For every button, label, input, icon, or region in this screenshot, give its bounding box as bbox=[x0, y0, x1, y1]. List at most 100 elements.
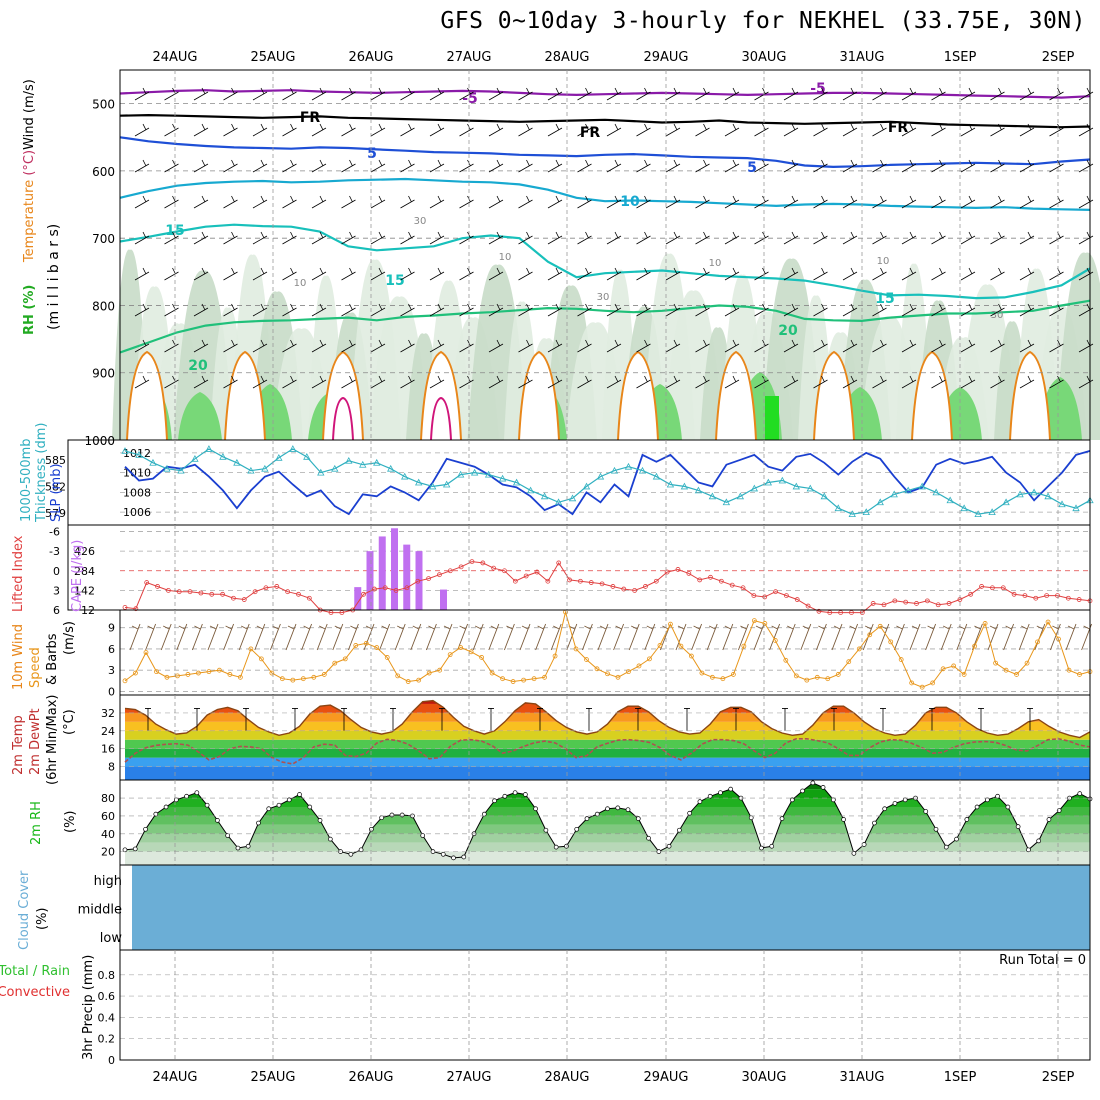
wind-barb-10m bbox=[535, 623, 547, 651]
wind-barb bbox=[695, 123, 710, 137]
wind-barb bbox=[931, 339, 946, 353]
wind-speed-marker bbox=[258, 656, 264, 662]
wind-barb bbox=[724, 375, 740, 389]
rh-marker bbox=[184, 793, 189, 799]
wind-barb bbox=[459, 123, 474, 137]
wind-speed-marker bbox=[479, 655, 485, 660]
wind-speed-marker bbox=[217, 667, 222, 673]
temp-minmax-bar bbox=[537, 708, 543, 731]
wind-speed-marker bbox=[772, 638, 778, 643]
cape-ylabel: Lifted Index CAPE (J/kg) bbox=[11, 535, 85, 612]
thickness-marker bbox=[904, 486, 912, 494]
wind-barb bbox=[311, 231, 327, 245]
cape-bar bbox=[403, 544, 411, 610]
wind-speed-marker bbox=[888, 639, 894, 645]
li-marker bbox=[946, 601, 952, 606]
wind-barb bbox=[223, 339, 238, 353]
date-label-top: 28AUG bbox=[544, 50, 589, 65]
date-label-top: 2SEP bbox=[1042, 50, 1075, 65]
rh-marker bbox=[451, 855, 456, 861]
wind-barb bbox=[252, 123, 268, 137]
rh-marker bbox=[461, 854, 467, 860]
temp-minmax-bar bbox=[880, 708, 886, 731]
wind-barb bbox=[577, 159, 592, 173]
li-marker bbox=[697, 577, 703, 583]
wind-speed-marker bbox=[500, 676, 506, 682]
wind-barb bbox=[813, 87, 828, 101]
li-marker bbox=[469, 559, 475, 565]
wind-barb bbox=[282, 195, 297, 209]
wind-barb-10m bbox=[878, 623, 890, 651]
wind-speed-marker bbox=[751, 618, 757, 624]
rh-very-high-area bbox=[765, 396, 779, 440]
wind-barb-10m bbox=[550, 623, 562, 651]
wind-barb bbox=[872, 339, 887, 353]
wind-barb bbox=[400, 231, 415, 245]
thickness-marker bbox=[331, 464, 339, 472]
wind-speed-marker bbox=[248, 646, 254, 652]
wind-barb bbox=[223, 375, 238, 389]
wind-speed-marker bbox=[877, 623, 883, 629]
rh-marker bbox=[553, 844, 559, 850]
wind-speed-marker bbox=[300, 676, 306, 682]
rh-marker bbox=[235, 845, 241, 851]
wind-barb bbox=[931, 303, 946, 317]
rh-contour-label: 30 bbox=[597, 292, 610, 303]
wind-barb bbox=[901, 195, 917, 209]
wind-barb bbox=[193, 231, 209, 245]
contour-label: -5 bbox=[810, 81, 826, 97]
wind-barb-10m bbox=[269, 623, 281, 651]
wind-barb bbox=[429, 231, 445, 245]
date-label-top: 25AUG bbox=[250, 50, 295, 65]
wind-barb bbox=[842, 123, 858, 137]
wind-barb bbox=[547, 303, 563, 317]
li-marker bbox=[393, 587, 399, 593]
rh-marker bbox=[481, 811, 487, 817]
temp-band bbox=[125, 730, 1090, 740]
ylabel-10m-wind: 10m Wind bbox=[11, 624, 26, 690]
wind-barb bbox=[665, 87, 681, 101]
thickness-tick: 582 bbox=[45, 480, 66, 493]
wind-speed-marker bbox=[783, 657, 789, 663]
thickness-marker bbox=[694, 486, 703, 494]
wind-barb bbox=[518, 123, 533, 137]
contour-label: 20 bbox=[778, 323, 798, 339]
thickness-marker bbox=[834, 504, 842, 512]
wind-barb bbox=[488, 339, 504, 353]
thickness-marker bbox=[303, 452, 311, 460]
lifted-index-line bbox=[124, 561, 1091, 614]
wind-barb bbox=[1078, 195, 1094, 209]
wind-barb bbox=[813, 123, 828, 137]
thickness-marker bbox=[456, 470, 465, 478]
wind-barb bbox=[842, 195, 858, 209]
thickness-marker bbox=[736, 492, 745, 500]
li-marker bbox=[892, 598, 898, 604]
wind-barb-10m bbox=[1065, 623, 1077, 651]
temp-25-contour bbox=[518, 350, 560, 441]
rh-marker bbox=[748, 815, 754, 821]
li-marker bbox=[404, 585, 410, 591]
wind-speed-marker bbox=[605, 671, 610, 677]
ylabel-3hr-precip: 3hr Precip (mm) bbox=[81, 955, 96, 1060]
temp-30-contour bbox=[430, 396, 452, 441]
wind-speed-marker bbox=[940, 666, 946, 672]
wind-barb bbox=[547, 267, 563, 281]
thickness-marker bbox=[610, 466, 619, 474]
rh-marker bbox=[533, 806, 538, 812]
thickness-marker bbox=[946, 496, 954, 504]
slp-ylabel: 1000-500mb Thickness (dm) SLP (mb) bbox=[19, 423, 64, 523]
cape-tick: 426 bbox=[74, 545, 95, 558]
wind-barb-10m bbox=[737, 623, 749, 651]
wind-speed-marker bbox=[835, 672, 841, 677]
wind-barb bbox=[1019, 339, 1035, 353]
upper-legend: RH (%) Temperature (°C)Wind (m/s) bbox=[22, 79, 37, 335]
thickness-marker bbox=[359, 460, 367, 468]
thickness-tick: 585 bbox=[45, 454, 66, 467]
thickness-marker bbox=[121, 447, 129, 454]
rh-marker bbox=[769, 843, 775, 849]
wind-speed-marker bbox=[552, 653, 558, 659]
wind-barb bbox=[193, 159, 209, 173]
wind-barb-10m bbox=[753, 623, 765, 651]
wind-barb-10m bbox=[613, 623, 625, 651]
wind-barb bbox=[606, 195, 622, 209]
